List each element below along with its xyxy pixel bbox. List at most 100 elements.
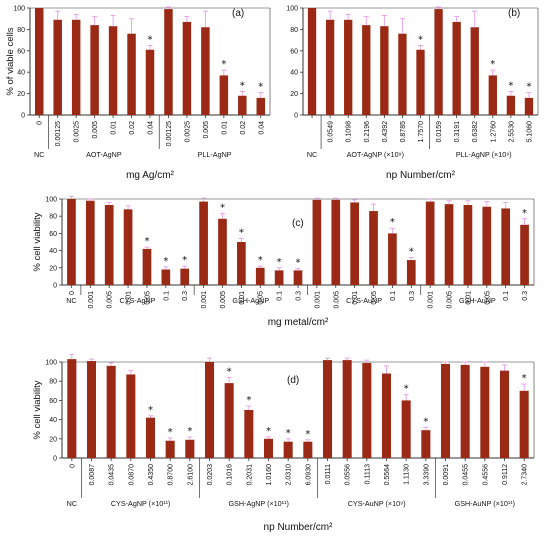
x-tick-label: 0.8785: [400, 121, 407, 143]
bar: [263, 438, 274, 458]
bar: [470, 27, 479, 115]
x-tick-label: 0.01: [221, 121, 228, 135]
x-tick-label: 0.0087: [89, 464, 96, 486]
x-tick-label: 0.1016: [227, 464, 234, 486]
significance-star: *: [227, 366, 232, 377]
x-tick-label: 2.0310: [286, 464, 293, 486]
bar: [307, 8, 317, 115]
y-tick-label: 20: [17, 91, 25, 98]
bar: [325, 19, 335, 115]
bar: [416, 49, 425, 116]
x-tick-label: 0.1: [163, 291, 170, 301]
significance-star: *: [221, 59, 226, 70]
significance-star: *: [296, 258, 301, 269]
bar: [342, 360, 352, 458]
bar: [34, 8, 44, 115]
bar: [421, 430, 431, 458]
significance-star: *: [187, 426, 192, 437]
y-tick-label: 40: [17, 70, 25, 77]
x-tick-label: 0.0556: [345, 464, 352, 486]
x-tick-label: 0.2031: [246, 464, 253, 486]
x-tick-label: 0.04: [258, 121, 265, 135]
group-label: NC: [66, 296, 76, 305]
bar: [452, 21, 461, 115]
x-tick-label: 0: [69, 464, 76, 468]
bar: [164, 9, 173, 115]
bar: [488, 75, 497, 115]
significance-star: *: [163, 256, 168, 267]
bar: [501, 208, 511, 285]
x-tick-label: 0.0111: [325, 464, 332, 484]
group-label: GSH-AuNP: [459, 296, 496, 305]
bar: [238, 95, 247, 115]
x-tick-label: 0.1: [390, 291, 397, 301]
x-tick-label: 1.0160: [266, 464, 273, 486]
group-label: NC: [307, 150, 317, 159]
x-tick-label: 0.0435: [109, 464, 116, 486]
x-tick-label: 0.001: [428, 291, 435, 309]
bar: [480, 366, 490, 458]
bar: [218, 218, 227, 285]
y-tick-label: 60: [17, 48, 25, 55]
y-tick-label: 80: [290, 27, 298, 34]
bar: [463, 205, 473, 285]
bar: [519, 390, 529, 458]
bar: [201, 27, 210, 115]
bar: [145, 417, 156, 458]
significance-star: *: [258, 82, 263, 93]
x-tick-label: 0.3191: [454, 121, 461, 143]
significance-star: *: [286, 428, 291, 439]
bar: [71, 19, 81, 115]
x-tick-label: 0.2196: [364, 121, 371, 143]
bar: [344, 19, 353, 115]
significance-star: *: [239, 228, 244, 239]
x-tick-label: 0.05: [258, 291, 265, 305]
bar: [425, 201, 435, 285]
y-tick-label: 0: [21, 113, 25, 120]
x-tick-label: 0.01: [465, 291, 472, 305]
x-tick-label: 0.01: [352, 291, 359, 305]
bar: [312, 199, 322, 285]
bar: [182, 21, 192, 115]
y-tick-label: 100: [13, 6, 25, 13]
bar: [67, 359, 77, 458]
bar: [204, 362, 215, 458]
bar: [369, 211, 378, 285]
bar: [53, 19, 62, 115]
bar: [108, 26, 118, 115]
group-label: GSH-AgNP: [232, 296, 269, 305]
x-axis-label: mg metal/cm²: [268, 317, 329, 328]
bar: [293, 270, 303, 285]
bar: [406, 260, 416, 285]
significance-star: *: [418, 34, 423, 45]
bar: [401, 400, 411, 458]
significance-star: *: [526, 82, 531, 93]
y-tick-label: 20: [49, 436, 57, 443]
x-tick-label: 0.02: [129, 121, 136, 135]
bar: [524, 97, 534, 115]
y-tick-label: 20: [49, 265, 57, 272]
bar: [244, 410, 254, 458]
significance-star: *: [258, 255, 263, 266]
panel-label: (d): [287, 375, 299, 386]
x-tick-label: 0.00125: [166, 121, 173, 146]
x-tick-label: 2.6100: [187, 464, 194, 486]
bar: [283, 441, 293, 458]
x-tick-label: 0.0549: [328, 121, 335, 143]
x-axis-label: mg Ag/cm²: [126, 170, 174, 181]
bar: [123, 209, 133, 285]
significance-star: *: [220, 203, 225, 214]
y-tick-label: 40: [49, 417, 57, 424]
x-tick-label: 0.05: [484, 291, 491, 305]
bar: [85, 200, 95, 285]
group-label: GSH-AgNP (×10¹¹): [228, 499, 288, 508]
panel-label: (a): [232, 8, 244, 19]
x-tick-label: 0.3: [296, 291, 303, 301]
x-tick-label: 0.8700: [168, 464, 175, 486]
group-label: CYS-AuNP: [346, 296, 382, 305]
x-tick-label: 5.1060: [526, 121, 533, 143]
bar: [224, 383, 234, 458]
bar: [255, 267, 265, 285]
x-tick-label: 1.2760: [490, 121, 497, 143]
x-tick-label: 0.0455: [463, 464, 470, 486]
